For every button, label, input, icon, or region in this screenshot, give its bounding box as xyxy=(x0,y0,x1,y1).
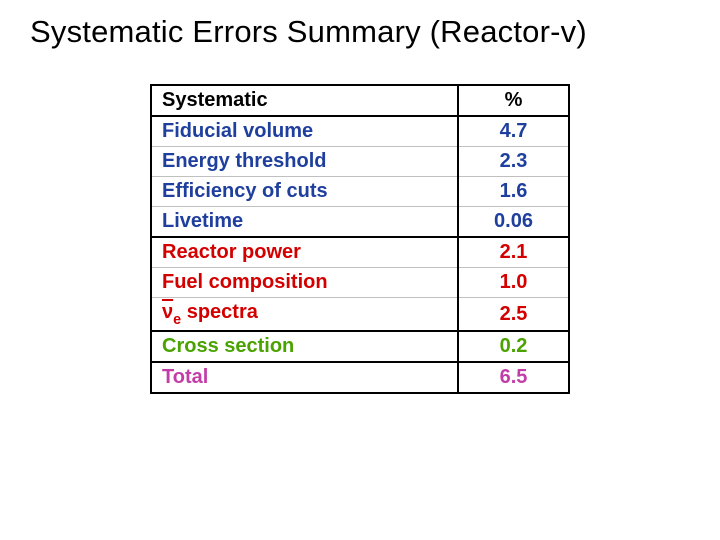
row-label: Livetime xyxy=(152,207,458,238)
table-row: Fuel composition1.0 xyxy=(152,268,568,298)
row-label: Efficiency of cuts xyxy=(152,177,458,207)
row-label: Energy threshold xyxy=(152,147,458,177)
page-title: Systematic Errors Summary (Reactor-v) xyxy=(30,14,587,50)
row-value: 1.0 xyxy=(458,268,568,298)
row-label: Cross section xyxy=(152,331,458,362)
table-row: Reactor power2.1 xyxy=(152,237,568,268)
row-label: Fiducial volume xyxy=(152,116,458,147)
header-value: % xyxy=(458,86,568,116)
table-row: Cross section0.2 xyxy=(152,331,568,362)
row-label: Total xyxy=(152,362,458,392)
row-value: 0.06 xyxy=(458,207,568,238)
row-label: Fuel composition xyxy=(152,268,458,298)
table-row: νe spectra2.5 xyxy=(152,298,568,332)
table-row: Energy threshold2.3 xyxy=(152,147,568,177)
row-value: 4.7 xyxy=(458,116,568,147)
header-label: Systematic xyxy=(152,86,458,116)
table-row: Fiducial volume4.7 xyxy=(152,116,568,147)
row-value: 6.5 xyxy=(458,362,568,392)
systematics-table: Systematic % Fiducial volume4.7Energy th… xyxy=(150,84,570,394)
row-value: 2.1 xyxy=(458,237,568,268)
table-header-row: Systematic % xyxy=(152,86,568,116)
row-value: 2.3 xyxy=(458,147,568,177)
row-value: 1.6 xyxy=(458,177,568,207)
row-label: νe spectra xyxy=(152,298,458,332)
table-row: Efficiency of cuts1.6 xyxy=(152,177,568,207)
row-value: 0.2 xyxy=(458,331,568,362)
table-row: Total6.5 xyxy=(152,362,568,392)
row-value: 2.5 xyxy=(458,298,568,332)
table-row: Livetime0.06 xyxy=(152,207,568,238)
row-label: Reactor power xyxy=(152,237,458,268)
